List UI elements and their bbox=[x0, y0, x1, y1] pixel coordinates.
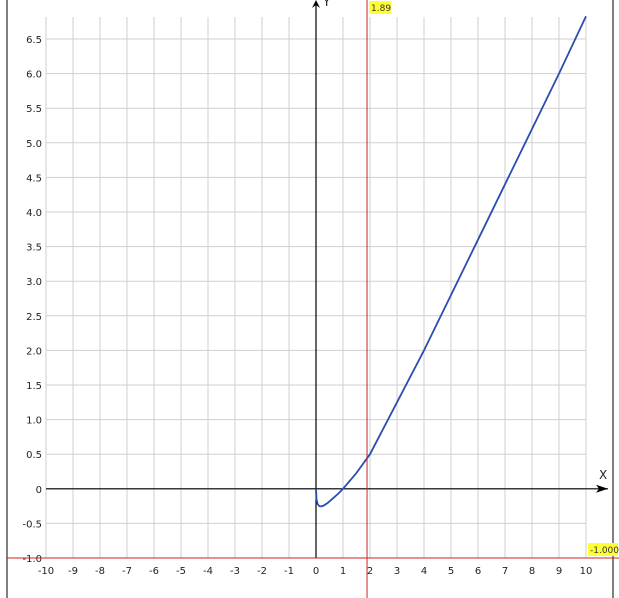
x-tick-label: 8 bbox=[529, 566, 535, 577]
x-tick-label: 5 bbox=[448, 566, 454, 577]
x-tick-label: 0 bbox=[313, 566, 319, 577]
x-tick-label: 9 bbox=[556, 566, 562, 577]
cursor-x-label: 1.89 bbox=[371, 4, 391, 14]
y-tick-label: -0.5 bbox=[22, 519, 42, 530]
x-tick-label: -7 bbox=[122, 566, 132, 577]
y-tick-label: 2.5 bbox=[26, 312, 42, 323]
x-tick-label: -9 bbox=[68, 566, 78, 577]
y-tick-label: 1.5 bbox=[26, 381, 42, 392]
y-tick-label: 4.0 bbox=[26, 208, 42, 219]
cursor-x-label-bg bbox=[369, 1, 392, 14]
cursor-y-label: -1.000 bbox=[590, 546, 619, 556]
y-tick-label: 4.5 bbox=[26, 173, 42, 184]
y-tick-label: 5.0 bbox=[26, 139, 42, 150]
x-tick-label: -1 bbox=[284, 566, 294, 577]
y-tick-label: -1.0 bbox=[22, 554, 42, 565]
x-tick-label: -10 bbox=[38, 566, 54, 577]
plot-area bbox=[315, 15, 587, 508]
x-tick-label: -2 bbox=[257, 566, 267, 577]
axes bbox=[6, 0, 614, 598]
series-line bbox=[315, 15, 587, 508]
x-tick-label: -8 bbox=[95, 566, 105, 577]
cursor: 1.89-1.000 bbox=[7, 0, 619, 598]
x-axis-arrow bbox=[596, 484, 608, 493]
y-tick-label: 0.5 bbox=[26, 450, 42, 461]
y-tick-label: 2.0 bbox=[26, 346, 42, 357]
x-tick-label: 3 bbox=[394, 566, 400, 577]
x-tick-label: 7 bbox=[502, 566, 508, 577]
x-tick-label: -3 bbox=[230, 566, 240, 577]
x-tick-label: 10 bbox=[580, 566, 593, 577]
x-tick-label: -6 bbox=[149, 566, 159, 577]
tick-labels: -10 -9 -8 -7 -6 -5 -4 -3 -2 -1 0 1 2 3 4 5 6 7 8 9 10-1.0-0.… bbox=[22, 35, 592, 577]
y-tick-label: 0 bbox=[36, 485, 42, 496]
y-tick-label: 1.0 bbox=[26, 416, 42, 427]
x-tick-label: -5 bbox=[176, 566, 186, 577]
y-axis-arrow bbox=[312, 0, 320, 8]
y-axis-label: Y bbox=[322, 0, 331, 9]
x-tick-label: -4 bbox=[203, 566, 213, 577]
x-tick-label: 2 bbox=[367, 566, 373, 577]
y-tick-label: 6.0 bbox=[26, 70, 42, 81]
x-tick-label: 6 bbox=[475, 566, 481, 577]
y-tick-label: 5.5 bbox=[26, 104, 42, 115]
cursor-y-label-bg bbox=[588, 543, 618, 556]
y-tick-label: 3.0 bbox=[26, 277, 42, 288]
y-tick-label: 6.5 bbox=[26, 35, 42, 46]
y-tick-label: 3.5 bbox=[26, 243, 42, 254]
x-tick-label: 4 bbox=[421, 566, 427, 577]
x-tick-label: 1 bbox=[340, 566, 346, 577]
x-axis-label: X bbox=[599, 468, 607, 482]
